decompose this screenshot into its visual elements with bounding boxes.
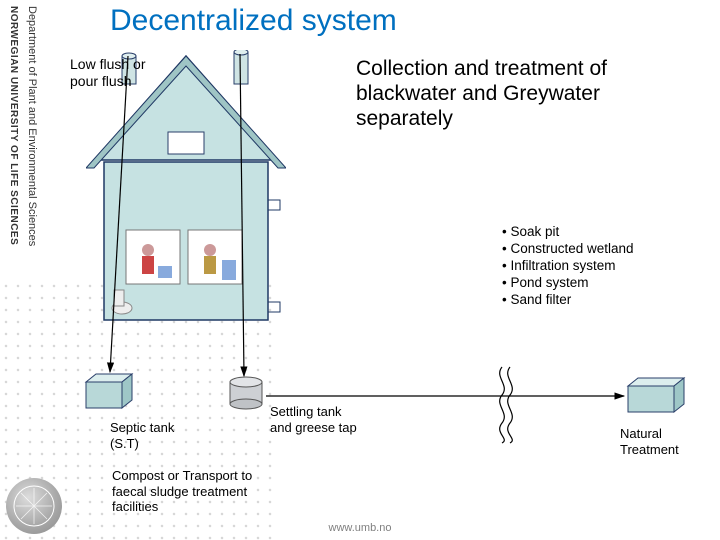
label-natural: Natural Treatment <box>620 426 700 457</box>
label-settling: Settling tank and greese tap <box>270 404 360 435</box>
label-septic: Septic tank (S.T) <box>110 420 200 451</box>
footer-url: www.umb.no <box>329 522 392 534</box>
arrows-layer <box>0 0 720 540</box>
brace-icon <box>490 365 520 445</box>
institution-logo <box>6 478 62 534</box>
label-compost: Compost or Transport to faecal sludge tr… <box>112 468 282 515</box>
